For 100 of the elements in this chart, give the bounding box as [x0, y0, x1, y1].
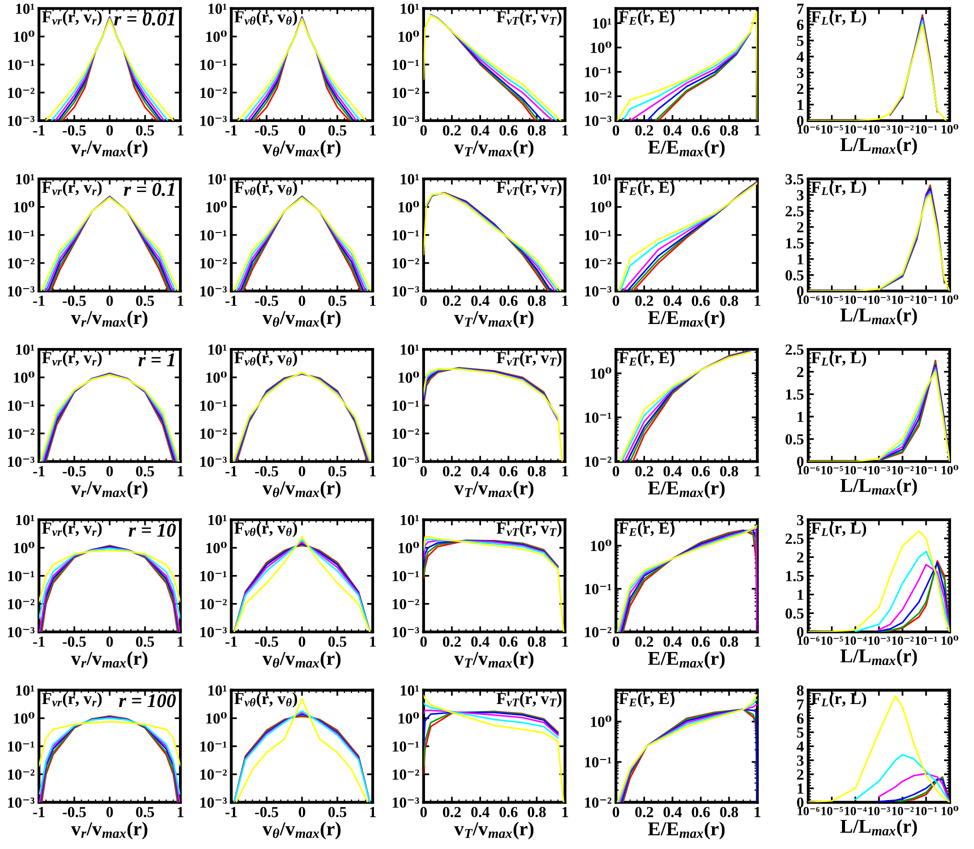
x-tick-label: 10⁻⁴ — [844, 296, 867, 304]
x-tick-label: 0.8 — [528, 296, 546, 306]
y-tick-label: 10¹ — [400, 685, 419, 696]
y-tick-label: 10⁻³ — [392, 456, 420, 467]
y-tick-label: 10⁻² — [392, 769, 420, 780]
x-tick-label: 0.2 — [635, 296, 654, 306]
x-tick-label: 0 — [106, 296, 113, 306]
y-tick-label: 10⁰ — [14, 30, 34, 42]
x-tick-label: 0.4 — [471, 806, 490, 818]
x-tick-label: 10⁻¹ — [916, 806, 938, 816]
x-tick-label: 1 — [754, 636, 760, 647]
y-tick-label: 2.5 — [786, 534, 804, 544]
x-tick-label: -0.5 — [62, 125, 86, 136]
x-tick-label: 0.2 — [635, 636, 654, 647]
y-tick-label: 10⁰ — [591, 540, 612, 552]
x-tick-label: 1 — [754, 466, 760, 476]
line-series — [424, 710, 559, 736]
y-tick-label: 4 — [796, 741, 804, 752]
x-tick-label: 10⁻⁴ — [844, 125, 867, 134]
x-tick-label: 0 — [298, 296, 306, 306]
x-tick-label: 0.5 — [328, 636, 346, 647]
x-tick-label: 0 — [298, 636, 306, 647]
y-tick-label: 10⁻³ — [8, 116, 34, 126]
x-tick-label: 1 — [562, 636, 568, 647]
annotation: r = 0.1 — [124, 182, 174, 196]
x-tick-label: 10⁰ — [942, 465, 958, 474]
x-tick-label: 0.2 — [442, 125, 461, 136]
annotation: r = 10 — [128, 524, 176, 537]
x-tick-label: -1 — [33, 466, 45, 476]
x-tick-label: -1 — [33, 296, 45, 306]
x-tick-label: 10⁻² — [892, 636, 914, 645]
x-tick-label: 0.2 — [442, 636, 461, 647]
y-tick-label: 10⁰ — [14, 371, 34, 383]
x-axis-title: v$_{T}$/v$_{max}$(r) — [454, 822, 534, 840]
y-tick-label: 6 — [796, 713, 804, 724]
x-tick-label: 10⁻³ — [868, 296, 890, 304]
y-tick-label: 0.5 — [786, 270, 804, 281]
chart-title: F$_{vθ}$(r, v$_{θ}$) — [234, 692, 298, 708]
x-tick-label: -0.5 — [255, 466, 278, 476]
x-axis-title: v$_{θ}$/v$_{max}$(r) — [262, 480, 341, 498]
y-tick-label: 10⁻² — [392, 88, 420, 98]
x-tick-label: 0.6 — [499, 125, 518, 136]
y-tick-label: 3 — [797, 514, 804, 526]
y-tick-label: 10⁻² — [8, 258, 34, 268]
y-tick-label: 10¹ — [16, 514, 34, 526]
y-tick-label: 10⁰ — [398, 200, 420, 212]
x-axis-title: L/L$_{max}$(r) — [840, 819, 917, 837]
line-series — [616, 10, 758, 121]
chart-title: F$_{L}$(r, L) — [811, 10, 866, 26]
y-tick-label: 10⁻¹ — [8, 230, 34, 240]
y-tick-label: 0.5 — [786, 434, 804, 445]
y-tick-label: 10⁻¹ — [585, 230, 612, 240]
y-tick-label: 10⁰ — [398, 30, 420, 42]
x-tick-label: 1 — [178, 636, 184, 647]
x-tick-label: 10⁻⁴ — [844, 636, 867, 645]
x-tick-label: 1 — [562, 806, 568, 818]
chart-title: F$_{vθ}$(r, v$_{θ}$) — [234, 10, 298, 26]
x-tick-label: 10⁻⁴ — [844, 806, 867, 816]
x-tick-label: 0.6 — [692, 125, 710, 136]
x-tick-label: 10⁻⁶ — [798, 636, 820, 645]
y-tick-label: 0 — [797, 116, 804, 126]
x-tick-label: 0.4 — [471, 125, 490, 136]
x-tick-label: 10⁻³ — [868, 806, 890, 816]
x-tick-label: 0 — [298, 466, 306, 476]
y-tick-label: 10¹ — [16, 4, 34, 14]
x-axis-title: L/L$_{max}$(r) — [840, 648, 917, 666]
x-axis-title: E/E$_{max}$(r) — [648, 480, 725, 498]
y-tick-label: 0 — [797, 456, 804, 467]
x-tick-label: 0.5 — [136, 636, 154, 647]
y-tick-label: 10⁻² — [585, 456, 612, 467]
y-tick-label: 1 — [798, 100, 804, 110]
x-tick-label: 0.8 — [720, 296, 738, 306]
x-axis-title: v$_{r}$/v$_{max}$(r) — [71, 651, 148, 669]
y-tick-label: 10⁻² — [8, 428, 34, 439]
y-tick-label: 10¹ — [208, 4, 227, 14]
y-tick-label: 2.5 — [786, 206, 804, 216]
chart-title: F$_{vθ}$(r, v$_{θ}$) — [234, 181, 298, 196]
y-tick-label: 10¹ — [208, 514, 227, 526]
y-tick-label: 10⁰ — [591, 41, 612, 53]
x-tick-label: 0.8 — [528, 806, 546, 818]
x-tick-label: 0.5 — [328, 125, 346, 136]
x-axis-title: L/L$_{max}$(r) — [840, 308, 917, 326]
chart-title: F$_{E}$(r, E) — [619, 692, 674, 708]
x-tick-label: -0.5 — [255, 806, 278, 818]
x-axis-title: v$_{r}$/v$_{max}$(r) — [71, 822, 148, 840]
x-tick-label: -1 — [225, 466, 237, 476]
x-tick-label: 10⁻⁵ — [821, 466, 843, 474]
y-tick-label: 10⁻³ — [392, 286, 420, 296]
x-tick-label: -1 — [225, 296, 237, 306]
x-tick-label: 0.4 — [664, 636, 682, 647]
x-tick-label: 0 — [420, 806, 427, 818]
x-axis-title: v$_{θ}$/v$_{max}$(r) — [262, 140, 341, 158]
y-tick-label: 10⁻³ — [8, 797, 34, 808]
y-tick-label: 10⁻¹ — [8, 570, 34, 582]
x-tick-label: 0 — [420, 125, 427, 136]
chart-title: F$_{vT}$(r, v$_{T}$) — [496, 10, 562, 26]
x-tick-label: 1 — [178, 806, 184, 818]
chart-title: F$_{vT}$(r, v$_{T}$) — [496, 692, 562, 708]
x-tick-label: 10⁻⁶ — [798, 125, 820, 134]
y-tick-label: 10⁻¹ — [392, 230, 419, 240]
